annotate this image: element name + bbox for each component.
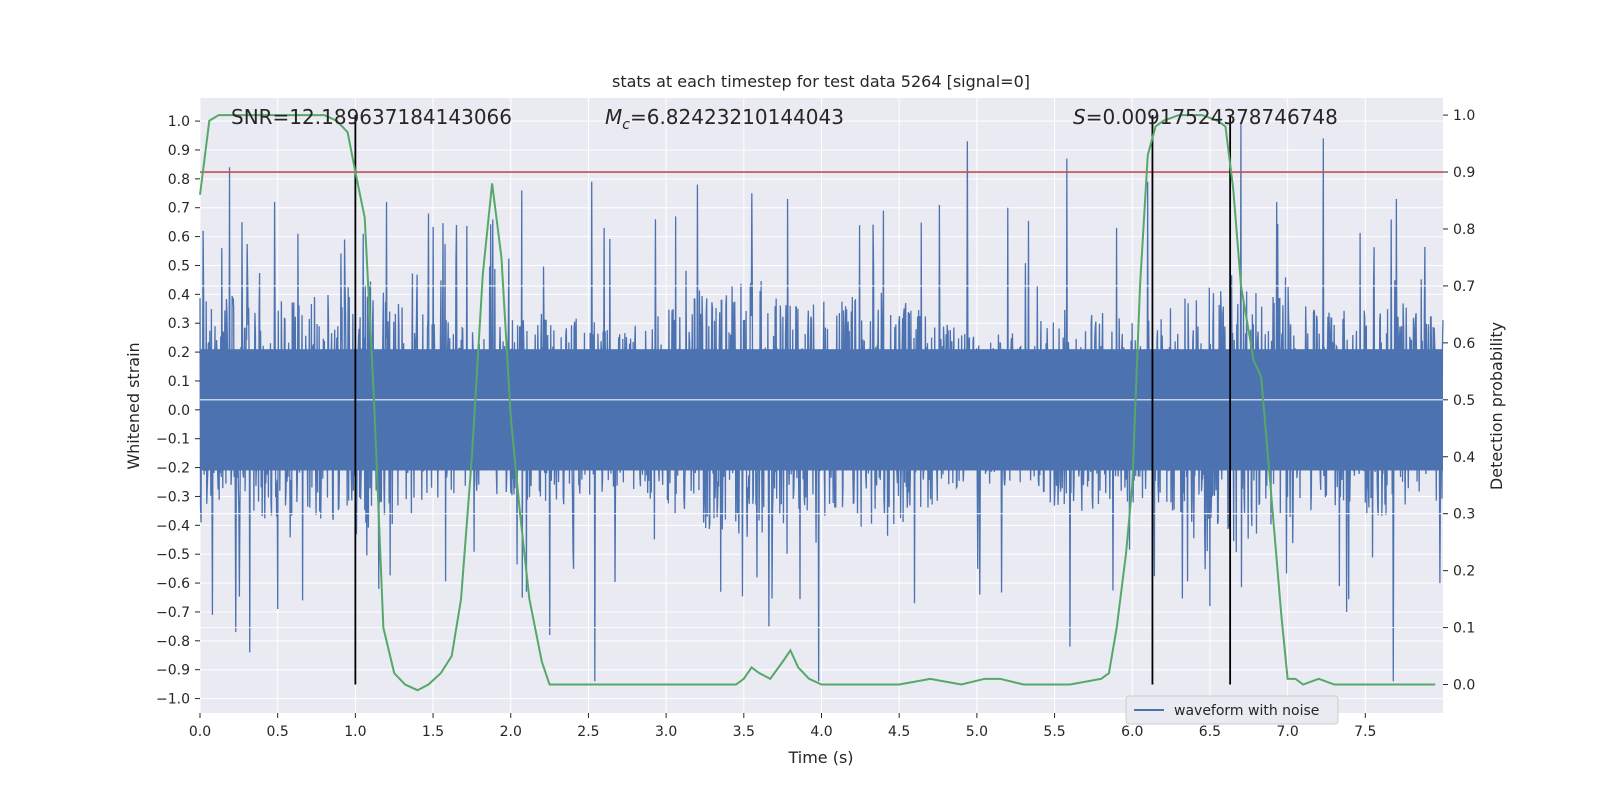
snr-annotation: SNR=12.189637184143066 [231, 105, 512, 129]
x-tick-label: 3.5 [733, 724, 755, 740]
s-annotation: S=0.009175243787467‌48 [1073, 105, 1338, 129]
y-right-tick-label: 0.1 [1453, 621, 1475, 637]
y-left-tick-label: 0.4 [168, 287, 190, 303]
x-tick-label: 3.0 [655, 724, 677, 740]
s-symbol: S [1073, 105, 1086, 129]
x-tick-label: 7.0 [1276, 724, 1298, 740]
waveform-series [199, 123, 1444, 743]
y-right-tick-label: 0.6 [1453, 336, 1475, 352]
reference-lines [200, 115, 1443, 685]
y-left-tick-label: 0.2 [168, 345, 190, 361]
x-axis-label: Time (s) [787, 748, 853, 767]
x-tick-label: 1.0 [344, 724, 366, 740]
y-left-tick-label: 0.8 [168, 172, 190, 188]
y-left-tick-label: 0.6 [168, 230, 190, 246]
y-left-tick-label: −0.9 [156, 663, 190, 679]
x-tick-label: 6.0 [1121, 724, 1143, 740]
y-left-tick-labels: 1.0 0.9 0.8 0.7 0.6 0.5 0.4 0.3 0.2 0.1 0.0 −0.1 −0.… [156, 114, 200, 708]
y-right-tick-label: 1.0 [1453, 108, 1475, 124]
y-left-tick-label: 0.1 [168, 374, 190, 390]
y-right-tick-label: 0.0 [1453, 678, 1475, 694]
y-left-tick-label: 1.0 [168, 114, 190, 130]
y-right-tick-labels: 1.0 0.9 0.8 0.7 0.6 0.5 0.4 0.3 0.2 0.1 0.0 [1443, 108, 1475, 694]
x-tick-labels: 0.0 0.5 1.0 1.5 2.0 2.5 3.0 3.5 4.0 4.5 5.0 5.5 6.0 6… [189, 713, 1376, 740]
y-left-tick-label: −0.4 [156, 518, 190, 534]
y-right-tick-label: 0.9 [1453, 165, 1475, 181]
y-axis-right-label: Detection probability [1487, 322, 1506, 490]
x-tick-label: 6.5 [1199, 724, 1221, 740]
x-tick-label: 0.0 [189, 724, 211, 740]
chirp-mass-symbol: M [605, 105, 622, 129]
y-left-tick-label: −0.3 [156, 489, 190, 505]
y-left-tick-label: 0.9 [168, 143, 190, 159]
y-left-tick-label: −0.1 [156, 432, 190, 448]
chart-title: stats at each timestep for test data 526… [612, 72, 1030, 91]
x-tick-label: 7.5 [1354, 724, 1376, 740]
y-left-tick-label: −0.7 [156, 605, 190, 621]
y-left-tick-label: 0.5 [168, 258, 190, 274]
y-left-tick-label: −0.2 [156, 461, 190, 477]
y-right-tick-label: 0.8 [1453, 222, 1475, 238]
y-left-tick-label: −0.6 [156, 576, 190, 592]
y-axis-left-label: Whitened strain [124, 342, 143, 469]
x-tick-label: 2.0 [500, 724, 522, 740]
x-tick-label: 5.0 [966, 724, 988, 740]
y-left-tick-label: 0.0 [168, 403, 190, 419]
y-left-tick-label: −0.5 [156, 547, 190, 563]
y-left-tick-label: 0.3 [168, 316, 190, 332]
chirp-mass-subscript: c [622, 117, 630, 133]
s-value: =0.009175243787467‌48 [1086, 105, 1338, 129]
chirp-mass-annotation: Mc=6.82423210144043 [605, 105, 844, 133]
detection-probability-series [199, 114, 1436, 692]
x-tick-label: 0.5 [267, 724, 289, 740]
y-right-tick-label: 0.5 [1453, 393, 1475, 409]
y-left-tick-label: −1.0 [156, 692, 190, 708]
y-left-tick-label: −0.8 [156, 634, 190, 650]
waveform-core-band [200, 349, 1443, 471]
chirp-mass-value: =6.82423210144043 [630, 105, 844, 129]
y-right-tick-label: 0.3 [1453, 507, 1475, 523]
x-tick-label: 4.5 [888, 724, 910, 740]
y-right-tick-label: 0.7 [1453, 279, 1475, 295]
legend: waveform with noise [1125, 695, 1339, 725]
detection-probability-line [199, 114, 1436, 692]
y-left-tick-label: 0.7 [168, 201, 190, 217]
legend-label: waveform with noise [1174, 703, 1319, 719]
x-tick-label: 1.5 [422, 724, 444, 740]
x-tick-label: 2.5 [577, 724, 599, 740]
x-tick-label: 4.0 [810, 724, 832, 740]
y-right-tick-label: 0.4 [1453, 450, 1475, 466]
y-right-tick-label: 0.2 [1453, 564, 1475, 580]
x-tick-label: 5.5 [1043, 724, 1065, 740]
legend-box [1125, 695, 1339, 725]
